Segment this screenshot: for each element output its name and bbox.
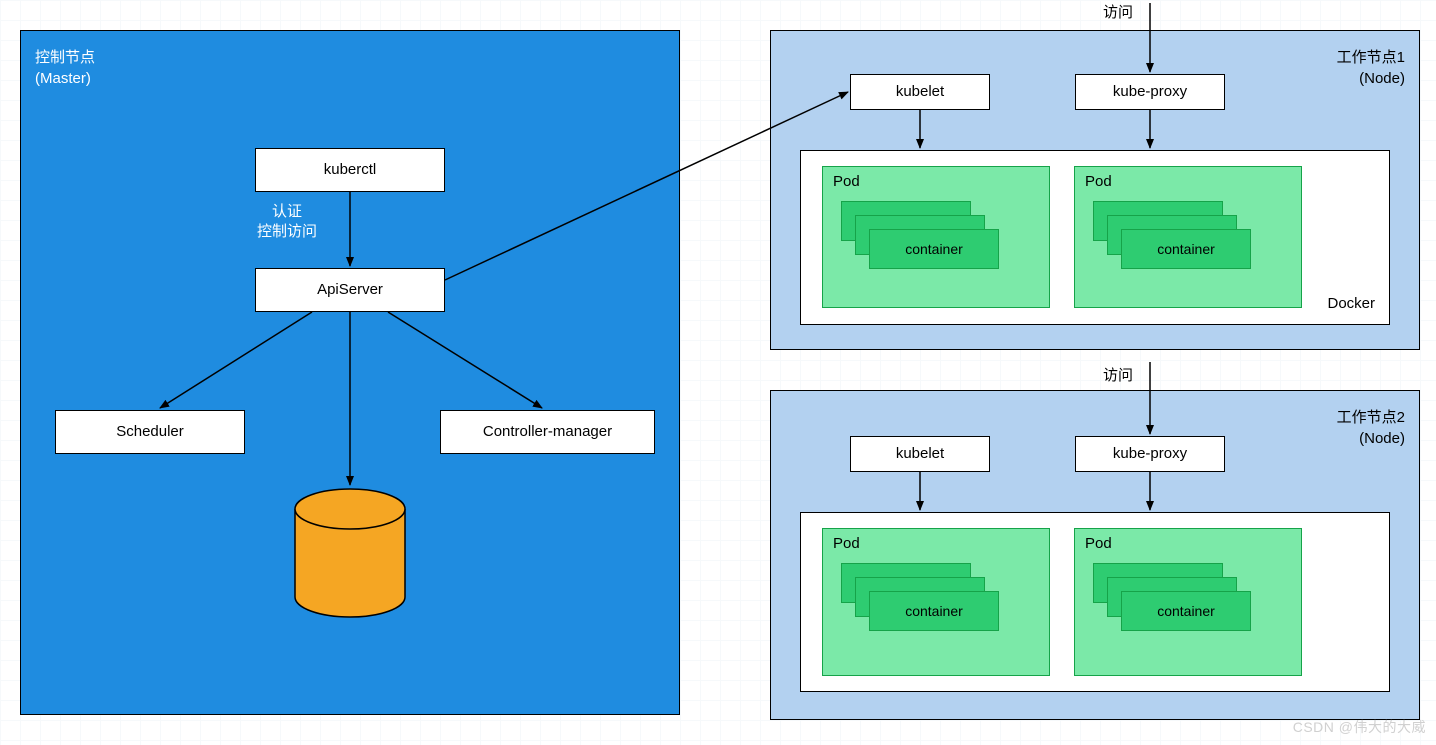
apiserver-to-kubelet xyxy=(445,92,848,280)
etcd-cylinder-icon xyxy=(295,489,405,617)
diagram-canvas: 控制节点 (Master) kuberctl 认证 控制访问 ApiServer… xyxy=(0,0,1436,745)
apiserver-to-controller xyxy=(388,312,542,408)
apiserver-to-scheduler xyxy=(160,312,312,408)
arrow-layer xyxy=(0,0,1436,745)
watermark-text: CSDN @伟大的大威 xyxy=(1293,717,1426,737)
